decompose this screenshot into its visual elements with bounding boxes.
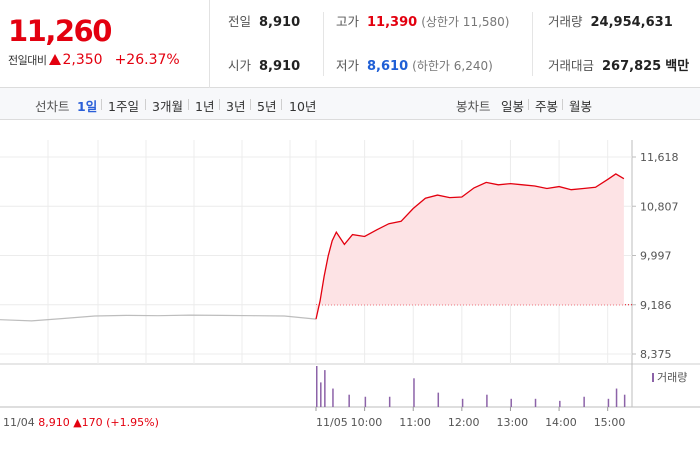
chart-area xyxy=(0,173,632,322)
tab-5y[interactable]: 5년 xyxy=(257,99,277,114)
prev-day-line xyxy=(0,314,317,322)
change-caption: 전일대비 xyxy=(8,54,47,67)
volume-bar xyxy=(486,394,488,407)
low-price: 저가 8,610 (하한가 6,240) xyxy=(336,58,493,74)
volume-bar xyxy=(461,398,464,407)
volume-bar xyxy=(437,392,440,407)
chart-ticks: 11,618 10,807 9,997 9,186 8,375 11/05 10:00 11:… xyxy=(3,151,687,429)
y-tick-label: 10,807 xyxy=(640,200,679,213)
y-tick-label: 11,618 xyxy=(640,151,679,164)
volume-bar xyxy=(510,398,512,407)
prev-day-date: 11/04 xyxy=(3,416,38,429)
volume-legend-marker xyxy=(652,373,654,382)
volume-bar xyxy=(364,396,367,407)
tab-monthly-candle[interactable]: 월봉 xyxy=(569,99,593,114)
y-tick-label: 9,186 xyxy=(640,299,672,312)
volume-bar xyxy=(388,396,391,407)
x-tick-label: 10:00 xyxy=(351,416,383,429)
volume-bar xyxy=(615,388,618,407)
tab-separator xyxy=(145,99,146,110)
y-tick-label: 9,997 xyxy=(640,250,672,263)
volume-bar xyxy=(320,382,322,407)
volume-bar xyxy=(559,400,561,407)
price-change: 전일대비 2,350 +26.37% xyxy=(8,52,180,68)
tab-separator xyxy=(101,99,102,110)
tab-separator xyxy=(219,99,220,110)
y-tick-label: 8,375 xyxy=(640,348,672,361)
divider xyxy=(532,12,533,76)
chart-period-tabs: 선차트 1일 1주일 3개월 1년 3년 5년 10년 봉차트 일봉 주봉 월봉 xyxy=(0,88,700,120)
tab-1d[interactable]: 1일 xyxy=(77,99,98,114)
tab-3m[interactable]: 3개월 xyxy=(152,99,183,114)
price-chart: 11,618 10,807 9,997 9,186 8,375 11/05 10:00 11:… xyxy=(0,140,700,429)
prev-day-change: 8,910 ▲170 (+1.95%) xyxy=(38,416,159,429)
prev-day-summary: 11/04 8,910 ▲170 (+1.95%) xyxy=(3,416,159,429)
tab-separator xyxy=(562,99,563,110)
change-amount: 2,350 xyxy=(62,52,103,68)
prev-close: 전일 8,910 xyxy=(228,14,301,30)
divider xyxy=(323,12,324,76)
volume-legend: 거래량 xyxy=(657,371,687,384)
tab-separator xyxy=(250,99,251,110)
tab-weekly-candle[interactable]: 주봉 xyxy=(535,99,559,114)
current-price: 11,260 xyxy=(8,14,112,48)
x-tick-label: 15:00 xyxy=(594,416,626,429)
volume-bar xyxy=(413,378,415,407)
x-tick-label: 12:00 xyxy=(448,416,480,429)
line-chart-label: 선차트 xyxy=(35,99,70,114)
volume-bars xyxy=(316,366,626,407)
intraday-line xyxy=(315,173,625,320)
tab-separator xyxy=(528,99,529,110)
candle-chart-label: 봉차트 xyxy=(456,99,491,114)
trade-amount: 거래대금 267,825 백만 xyxy=(548,58,690,74)
trade-volume: 거래량 24,954,631 xyxy=(548,14,673,30)
tab-1y[interactable]: 1년 xyxy=(195,99,215,114)
tab-1w[interactable]: 1주일 xyxy=(108,99,139,114)
volume-bar xyxy=(534,398,537,407)
x-tick-label: 11/05 xyxy=(316,416,348,429)
x-tick-label: 14:00 xyxy=(545,416,577,429)
intraday-area xyxy=(316,173,624,320)
quote-summary: 11,260 전일대비 2,350 +26.37% 전일 8,910 시가 8,910 … xyxy=(0,0,700,88)
high-price: 고가 11,390 (상한가 11,580) xyxy=(336,14,510,30)
tab-3y[interactable]: 3년 xyxy=(226,99,246,114)
volume-bar xyxy=(324,370,326,407)
current-price-box: 11,260 전일대비 2,350 +26.37% xyxy=(0,0,210,88)
tab-10y[interactable]: 10년 xyxy=(289,99,317,114)
x-tick-label: 11:00 xyxy=(399,416,431,429)
tab-daily-candle[interactable]: 일봉 xyxy=(501,99,525,114)
volume-bar xyxy=(607,398,610,407)
x-tick-label: 13:00 xyxy=(496,416,528,429)
volume-bar xyxy=(623,394,626,407)
volume-bar xyxy=(332,388,334,407)
tab-separator xyxy=(281,99,282,110)
tab-separator xyxy=(188,99,189,110)
up-triangle-icon xyxy=(49,54,62,65)
change-percent: +26.37% xyxy=(114,52,180,68)
volume-bar xyxy=(348,394,350,407)
volume-bar xyxy=(316,366,318,407)
open-price: 시가 8,910 xyxy=(228,58,301,74)
volume-bar xyxy=(583,396,585,407)
